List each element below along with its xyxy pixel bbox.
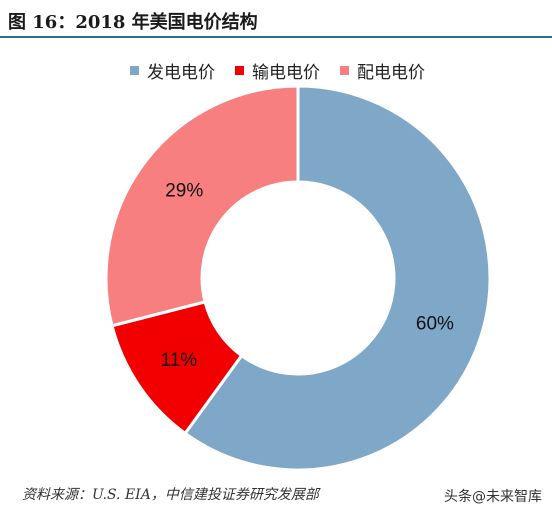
legend-item-distribution: 配电电价 — [340, 58, 425, 83]
donut-slice — [104, 84, 300, 328]
slice-label: 11% — [161, 350, 198, 371]
chart-title: 图 16：2018 年美国电价结构 — [8, 12, 258, 33]
donut-slice — [183, 84, 492, 472]
legend-item-transmission: 输电电价 — [235, 58, 320, 83]
legend: 发电电价 输电电价 配电电价 — [130, 58, 425, 83]
legend-label: 输电电价 — [252, 63, 320, 83]
title-divider — [0, 36, 552, 38]
slice-label: 60% — [416, 313, 454, 334]
legend-label: 配电电价 — [357, 63, 425, 83]
legend-label: 发电电价 — [147, 63, 215, 83]
watermark: 头条@未来智库 — [444, 489, 542, 505]
legend-swatch — [235, 66, 244, 75]
legend-swatch — [130, 66, 139, 75]
slice-label: 29% — [165, 181, 203, 202]
donut-chart: 60% 11% 29% — [104, 84, 492, 472]
source-note: 资料来源：U.S. EIA，中信建投证券研究发展部 — [22, 487, 319, 503]
legend-item-generation: 发电电价 — [130, 58, 215, 83]
legend-swatch — [340, 66, 349, 75]
